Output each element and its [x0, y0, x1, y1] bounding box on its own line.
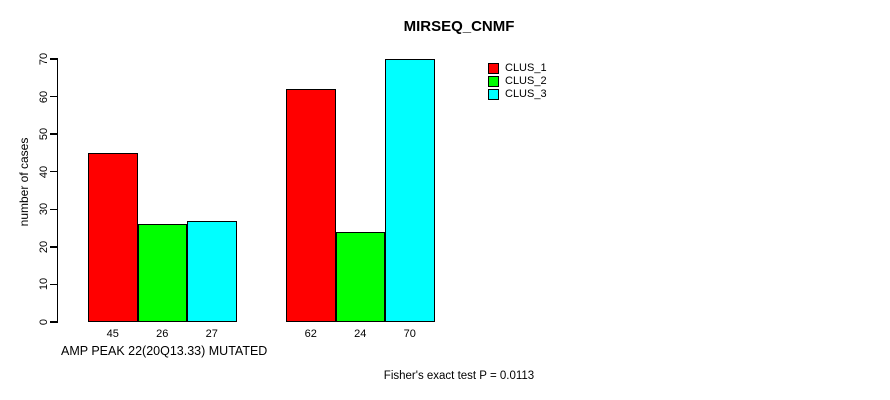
y-axis-tick [50, 170, 58, 173]
y-axis-tick-label: 10 [38, 278, 50, 291]
legend-swatch-icon [488, 89, 499, 100]
bar-value-label: 62 [304, 328, 317, 340]
y-axis-tick-label: 60 [38, 90, 50, 103]
legend-label: CLUS_1 [505, 62, 547, 74]
y-axis-tick [50, 133, 58, 135]
legend-swatch-icon [488, 76, 499, 87]
legend-item-clus_2: CLUS_2 [488, 75, 547, 88]
bar-clus_3-group2 [385, 59, 435, 322]
y-axis-tick-label: 40 [38, 165, 50, 178]
y-axis-tick-label: 30 [38, 203, 50, 216]
y-axis-tick [50, 283, 58, 286]
legend-label: CLUS_3 [505, 88, 547, 100]
legend: CLUS_1 CLUS_2 CLUS_3 [488, 62, 547, 101]
y-axis-tick-label: 70 [38, 52, 50, 66]
y-axis-tick [50, 321, 58, 323]
bar-value-label: 24 [354, 328, 367, 340]
y-axis-tick [50, 95, 58, 98]
legend-item-clus_1: CLUS_1 [488, 62, 547, 75]
y-axis-tick [50, 208, 58, 211]
y-axis-line [56, 58, 58, 323]
chart-title: MIRSEQ_CNMF [403, 18, 515, 35]
bar-value-label: 45 [106, 328, 119, 340]
bar-clus_1-group2 [286, 89, 336, 322]
y-axis-tick [50, 246, 58, 248]
bar-value-label: 70 [403, 328, 416, 340]
legend-label: CLUS_2 [505, 75, 547, 87]
legend-swatch-icon [488, 63, 499, 74]
bar-clus_1-group1 [88, 152, 138, 322]
bar-clus_3-group1 [187, 220, 237, 322]
bar-clus_2-group1 [137, 224, 187, 322]
y-axis-tick-label: 20 [38, 240, 50, 253]
y-axis-tick-label: 0 [38, 318, 50, 326]
y-axis-tick [50, 58, 58, 60]
y-axis-tick-label: 50 [38, 128, 50, 141]
x-axis-label: AMP PEAK 22(20Q13.33) MUTATED [61, 344, 268, 358]
bar-value-label: 27 [205, 328, 218, 340]
bar-clus_2-group2 [335, 231, 385, 322]
y-axis-label: number of cases [17, 137, 31, 227]
legend-item-clus_3: CLUS_3 [488, 88, 547, 101]
bar-value-label: 26 [156, 328, 169, 340]
annotation-text: Fisher's exact test P = 0.0113 [383, 370, 535, 382]
